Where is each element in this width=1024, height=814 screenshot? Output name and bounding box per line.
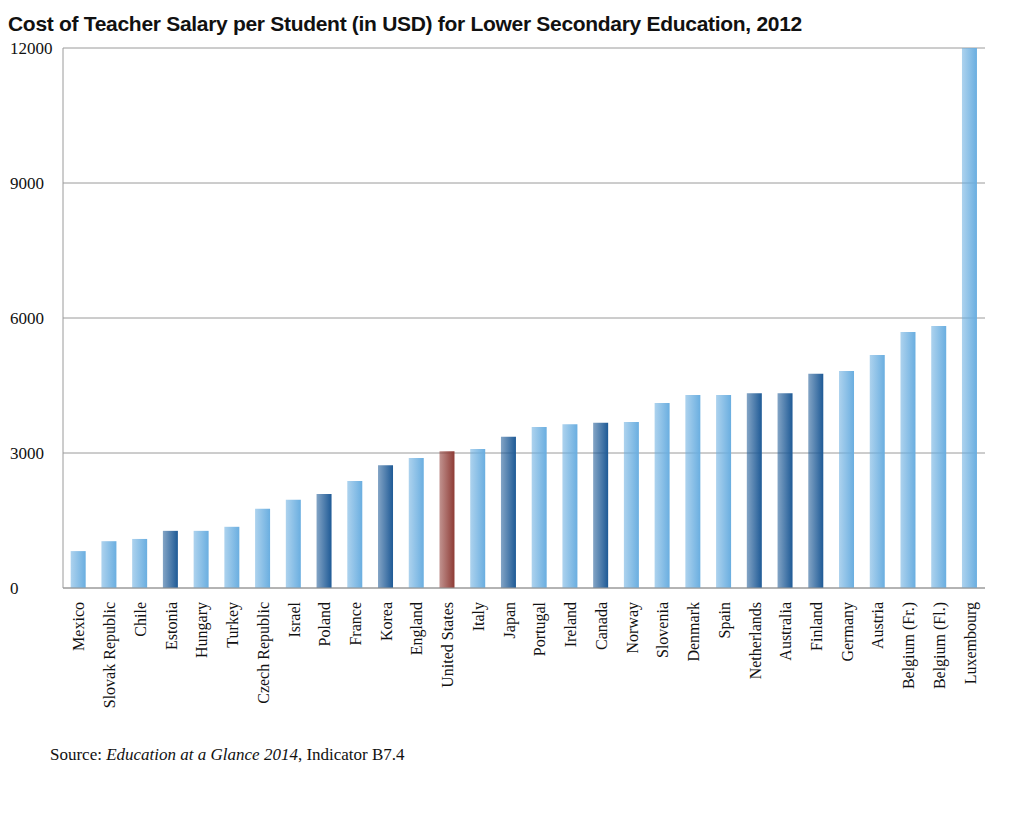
html-text:Cost of Teacher Salary per Stu: Cost of Teacher Salary per Student (in U…	[8, 12, 802, 35]
svg-text:Slovenia: Slovenia	[654, 602, 671, 658]
svg-text:Korea: Korea	[378, 602, 395, 641]
svg-text:Portugal: Portugal	[531, 601, 549, 656]
svg-text:Spain: Spain	[716, 602, 734, 638]
html-text:Source: Education at a Glance: Source: Education at a Glance 2014, Indi…	[50, 745, 405, 764]
svg-text:England: England	[408, 602, 426, 655]
svg-text:Germany: Germany	[839, 602, 857, 662]
svg-text:Czech Republic: Czech Republic	[255, 602, 273, 704]
svg-text:Chile: Chile	[132, 602, 149, 637]
svg-text:Norway: Norway	[624, 602, 642, 654]
svg-text:Hungary: Hungary	[193, 602, 211, 658]
svg-text:12000: 12000	[10, 39, 53, 58]
svg-text:Belgium (Fr.): Belgium (Fr.)	[900, 602, 918, 689]
svg-text:United States: United States	[439, 602, 456, 688]
svg-text:Turkey: Turkey	[224, 602, 242, 648]
svg-text:Finland: Finland	[808, 602, 825, 651]
svg-text:9000: 9000	[10, 174, 44, 193]
svg-text:Ireland: Ireland	[562, 602, 579, 647]
svg-text:Mexico: Mexico	[70, 602, 87, 651]
svg-text:6000: 6000	[10, 309, 44, 328]
svg-text:Austria: Austria	[869, 602, 886, 649]
svg-text:0: 0	[10, 579, 19, 598]
svg-text:Estonia: Estonia	[163, 602, 180, 650]
svg-text:Israel: Israel	[286, 601, 303, 637]
svg-text:Poland: Poland	[316, 602, 333, 646]
svg-text:Canada: Canada	[593, 602, 610, 650]
svg-text:Netherlands: Netherlands	[747, 602, 764, 679]
svg-text:Slovak Republic: Slovak Republic	[101, 602, 119, 708]
svg-text:Belgium (Fl.): Belgium (Fl.)	[931, 602, 949, 689]
svg-text:Luxembourg: Luxembourg	[962, 602, 980, 684]
svg-text:Denmark: Denmark	[685, 602, 702, 662]
svg-text:Australia: Australia	[777, 602, 794, 661]
svg-text:3000: 3000	[10, 444, 44, 463]
svg-text:France: France	[347, 602, 364, 646]
svg-text:Japan: Japan	[501, 602, 519, 638]
svg-text:Italy: Italy	[470, 602, 488, 631]
